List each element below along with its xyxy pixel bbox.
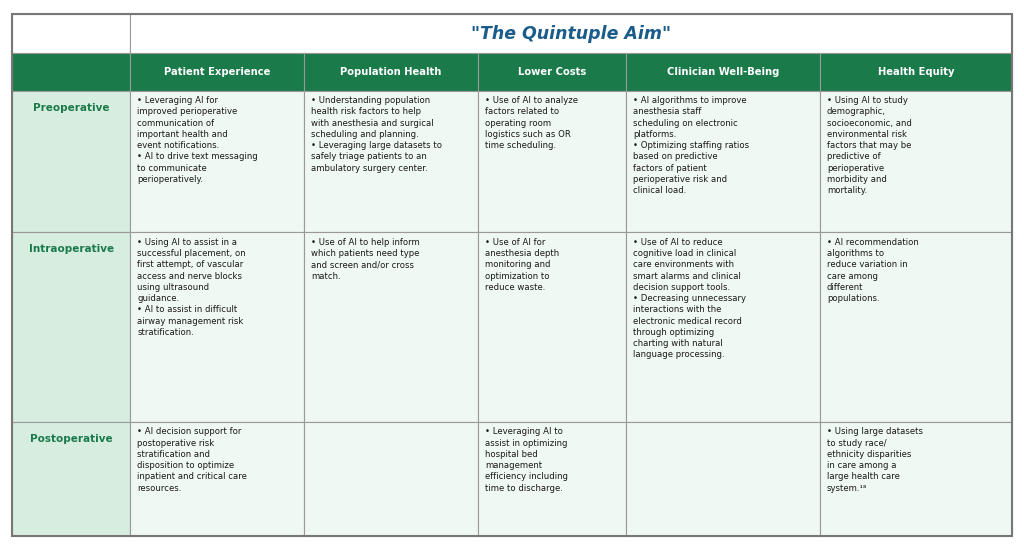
Bar [820,91,1012,232]
Bar [820,422,1012,536]
Bar [626,422,820,536]
Bar [304,91,478,232]
Bar [12,422,130,536]
Text: Population Health: Population Health [340,67,441,77]
Text: • Use of AI to reduce
cognitive load in clinical
care environments with
smart al: • Use of AI to reduce cognitive load in … [633,238,746,359]
Bar [478,422,626,536]
Text: • AI decision support for
postoperative risk
stratification and
disposition to o: • AI decision support for postoperative … [137,427,247,493]
Text: • Leveraging AI for
improved perioperative
communication of
important health and: • Leveraging AI for improved perioperati… [137,96,258,184]
Bar [130,422,304,536]
Text: Health Equity: Health Equity [878,67,954,77]
Bar [12,232,130,422]
Text: "The Quintuple Aim": "The Quintuple Aim" [471,25,671,42]
Bar [304,232,478,422]
Text: • AI recommendation
algorithms to
reduce variation in
care among
different
popul: • AI recommendation algorithms to reduce… [827,238,919,303]
Bar [12,53,130,91]
Text: Patient Experience: Patient Experience [164,67,270,77]
Bar [12,14,130,53]
Text: Postoperative: Postoperative [30,434,113,444]
Text: • Using AI to assist in a
successful placement, on
first attempt, of vascular
ac: • Using AI to assist in a successful pla… [137,238,246,337]
Bar [478,232,626,422]
Bar [626,232,820,422]
Bar [478,91,626,232]
Text: • Using AI to study
demographic,
socioeconomic, and
environmental risk
factors t: • Using AI to study demographic, socioec… [827,96,911,195]
Text: • Use of AI for
anesthesia depth
monitoring and
optimization to
reduce waste.: • Use of AI for anesthesia depth monitor… [485,238,559,292]
Bar [130,14,1012,53]
Text: Intraoperative: Intraoperative [29,244,114,255]
Bar [130,232,304,422]
Text: • AI algorithms to improve
anesthesia staff
scheduling on electronic
platforms.
: • AI algorithms to improve anesthesia st… [633,96,750,195]
Bar [478,53,626,91]
Text: • Use of AI to help inform
which patients need type
and screen and/or cross
matc: • Use of AI to help inform which patient… [311,238,420,280]
Text: • Leveraging AI to
assist in optimizing
hospital bed
management
efficiency inclu: • Leveraging AI to assist in optimizing … [485,427,568,493]
Text: Lower Costs: Lower Costs [518,67,586,77]
Text: Clinician Well-Being: Clinician Well-Being [667,67,779,77]
Bar [304,53,478,91]
Bar [626,53,820,91]
Text: • Using large datasets
to study race/
ethnicity disparities
in care among a
larg: • Using large datasets to study race/ et… [827,427,923,493]
Text: • Understanding population
health risk factors to help
with anesthesia and surgi: • Understanding population health risk f… [311,96,442,173]
Bar [820,53,1012,91]
Bar [130,53,304,91]
Bar [820,232,1012,422]
Bar [304,422,478,536]
Text: • Use of AI to analyze
factors related to
operating room
logistics such as OR
ti: • Use of AI to analyze factors related t… [485,96,579,150]
Bar [130,91,304,232]
Bar [12,91,130,232]
Bar [626,91,820,232]
Text: Preoperative: Preoperative [33,103,110,113]
